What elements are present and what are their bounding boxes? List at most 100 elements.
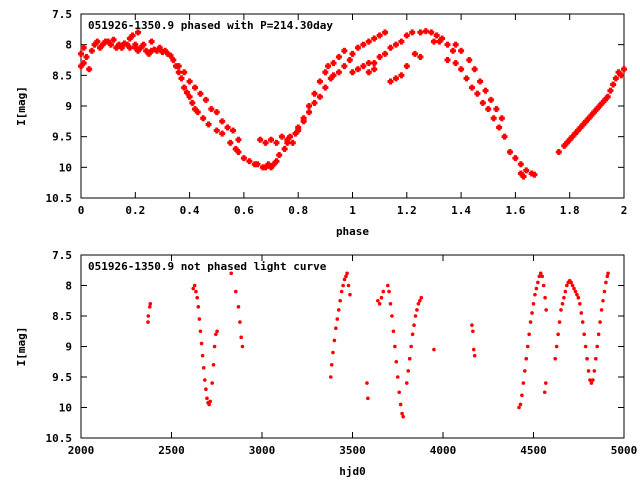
data-point [240, 344, 245, 349]
data-point [201, 366, 206, 370]
data-point-cross [492, 115, 496, 122]
data-point-cross [603, 96, 607, 103]
data-point [543, 295, 547, 300]
data-point [342, 277, 347, 282]
x-tick-label: 2 [621, 204, 628, 217]
data-point-cross [378, 53, 382, 60]
data-point [591, 378, 595, 382]
data-point [413, 314, 418, 318]
data-point [409, 344, 413, 349]
data-point [229, 271, 234, 276]
data-point-cross [342, 47, 346, 54]
data-point [542, 390, 547, 395]
data-point-cross [274, 158, 278, 165]
data-point-cross [185, 89, 189, 96]
data-point [398, 402, 403, 407]
data-point-cross [399, 72, 403, 79]
data-point [200, 353, 205, 358]
data-point-cross [190, 99, 194, 106]
data-point-cross [465, 75, 469, 82]
data-point [376, 298, 380, 303]
data-point [517, 405, 521, 410]
data-point-cross [106, 38, 110, 45]
data-point-cross [361, 63, 365, 70]
data-point-cross [508, 149, 512, 155]
data-point-cross [413, 50, 417, 57]
data-point-cross [266, 161, 270, 168]
data-point-cross [155, 47, 159, 54]
data-point-cross [234, 145, 238, 152]
data-point-cross [372, 66, 376, 73]
data-point-cross [497, 124, 501, 131]
data-point [544, 381, 548, 385]
y-tick-label: 10.5 [46, 192, 73, 205]
x-tick-label: 5000 [611, 444, 638, 457]
data-point-cross [440, 35, 444, 42]
data-point-cross [573, 130, 577, 137]
data-point-cross [589, 112, 593, 119]
data-point [239, 335, 243, 340]
data-point-cross [389, 78, 393, 85]
data-point-cross [592, 109, 596, 116]
data-point-cross [285, 136, 289, 143]
data-point [536, 280, 540, 285]
data-point [419, 295, 424, 300]
data-point-cross [302, 115, 306, 122]
data-point-cross [405, 32, 409, 39]
data-point-cross [367, 60, 371, 67]
data-point [563, 289, 568, 294]
y-tick-label: 8.5 [52, 310, 72, 323]
data-point [580, 320, 585, 324]
x-tick-label: 0.8 [288, 204, 308, 217]
data-point-cross [454, 41, 458, 48]
data-point-cross [331, 72, 335, 79]
data-point [534, 286, 539, 291]
x-tick-label: 1.8 [560, 204, 580, 217]
data-point-cross [193, 106, 197, 113]
data-point-cross [429, 29, 433, 36]
data-point [570, 283, 575, 288]
data-point-cross [141, 41, 145, 48]
data-point-cross [331, 60, 335, 67]
data-point-cross [236, 149, 240, 155]
data-point [562, 295, 566, 300]
data-point-cross [459, 66, 463, 73]
data-point-cross [337, 53, 341, 60]
data-point-cross [82, 44, 86, 51]
plot-frame [80, 254, 625, 439]
data-point [575, 292, 579, 297]
data-point [537, 274, 542, 279]
data-point-cross [171, 57, 175, 63]
data-point [602, 289, 607, 294]
data-point-cross [280, 133, 284, 140]
data-point-cross [133, 44, 137, 51]
data-point [554, 344, 559, 349]
chart-title: 051926-1350.9 phased with P=214.30day [88, 19, 333, 32]
data-point-cross [367, 69, 371, 76]
data-point [538, 271, 543, 276]
data-point-cross [372, 35, 376, 42]
data-point [585, 356, 589, 361]
data-point [400, 411, 404, 416]
data-point [596, 332, 601, 337]
data-point-cross [220, 130, 224, 137]
data-point-cross [475, 90, 479, 97]
data-point-cross [312, 90, 316, 97]
data-point-cross [435, 32, 439, 39]
data-point-cross [446, 57, 450, 63]
data-point-cross [418, 53, 422, 60]
data-point-cross [424, 28, 428, 35]
data-point-cross [348, 57, 352, 63]
data-point-cross [296, 127, 300, 134]
data-point-cross [188, 78, 192, 85]
data-point [205, 396, 209, 401]
data-point-cross [220, 118, 224, 125]
data-point-cross [519, 161, 523, 168]
data-point [471, 347, 476, 352]
data-point [210, 381, 215, 385]
data-point-cross [139, 44, 143, 51]
data-point-cross [606, 93, 610, 100]
data-point [331, 350, 335, 355]
data-point [147, 305, 152, 309]
data-point [576, 295, 581, 300]
